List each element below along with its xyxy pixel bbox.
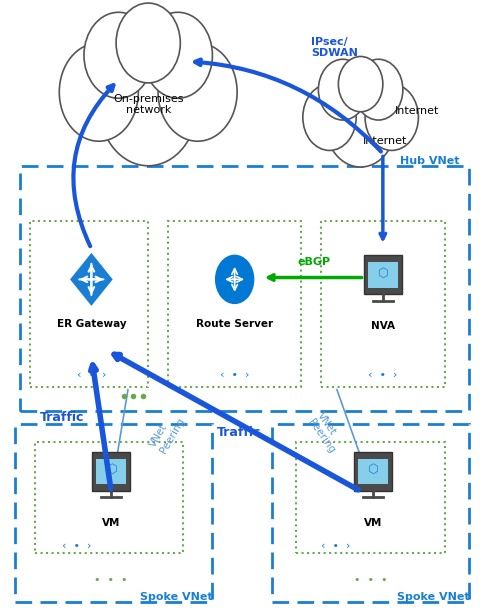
- Text: ‹  •  ›: ‹ • ›: [77, 370, 106, 379]
- Text: VNet
Peering: VNet Peering: [306, 411, 346, 455]
- Text: NVA: NVA: [371, 321, 395, 331]
- FancyBboxPatch shape: [358, 459, 388, 484]
- FancyBboxPatch shape: [92, 452, 130, 491]
- Circle shape: [303, 84, 356, 150]
- Text: ‹  •  ›: ‹ • ›: [321, 542, 351, 551]
- Text: ⬡: ⬡: [377, 266, 388, 280]
- Circle shape: [59, 43, 138, 141]
- Text: eBGP: eBGP: [297, 257, 330, 267]
- Text: VNet
Peering: VNet Peering: [148, 411, 187, 455]
- Text: Traffic: Traffic: [217, 426, 262, 440]
- Text: ‹  •  ›: ‹ • ›: [368, 370, 398, 379]
- Text: Internet: Internet: [363, 136, 408, 146]
- Text: ⬡: ⬡: [368, 463, 378, 476]
- Circle shape: [143, 12, 212, 98]
- FancyBboxPatch shape: [364, 255, 402, 294]
- Circle shape: [84, 12, 153, 98]
- Circle shape: [354, 59, 403, 120]
- Text: Traffic: Traffic: [40, 411, 84, 424]
- Text: Route Server: Route Server: [196, 319, 273, 329]
- Bar: [168, 221, 301, 387]
- Bar: [30, 221, 148, 387]
- FancyBboxPatch shape: [96, 459, 126, 484]
- Text: ‹  •  ›: ‹ • ›: [220, 370, 249, 379]
- Text: Hub VNet: Hub VNet: [400, 156, 459, 166]
- Circle shape: [318, 59, 367, 120]
- FancyBboxPatch shape: [354, 452, 392, 491]
- Text: IPsec/
SDWAN: IPsec/ SDWAN: [311, 37, 358, 58]
- Text: Spoke VNet: Spoke VNet: [140, 592, 212, 602]
- Text: VM: VM: [102, 518, 121, 527]
- Polygon shape: [69, 252, 114, 307]
- Text: ER Gateway: ER Gateway: [57, 319, 126, 329]
- Circle shape: [338, 56, 383, 112]
- FancyBboxPatch shape: [368, 262, 398, 288]
- Circle shape: [325, 79, 396, 167]
- Circle shape: [99, 43, 198, 166]
- Text: On-premises
network: On-premises network: [113, 93, 183, 115]
- Bar: [296, 442, 445, 553]
- Circle shape: [214, 254, 255, 305]
- Text: •  •  •: • • •: [94, 575, 128, 585]
- Circle shape: [158, 43, 237, 141]
- Text: •  •  •: • • •: [354, 575, 387, 585]
- Bar: [321, 221, 445, 387]
- Circle shape: [116, 3, 180, 83]
- Text: Spoke VNet: Spoke VNet: [397, 592, 469, 602]
- Text: Internet: Internet: [395, 106, 440, 115]
- Text: VM: VM: [364, 518, 382, 527]
- Text: ‹  •  ›: ‹ • ›: [62, 542, 91, 551]
- Bar: [35, 442, 183, 553]
- Text: ⬡: ⬡: [106, 463, 117, 476]
- Circle shape: [365, 84, 418, 150]
